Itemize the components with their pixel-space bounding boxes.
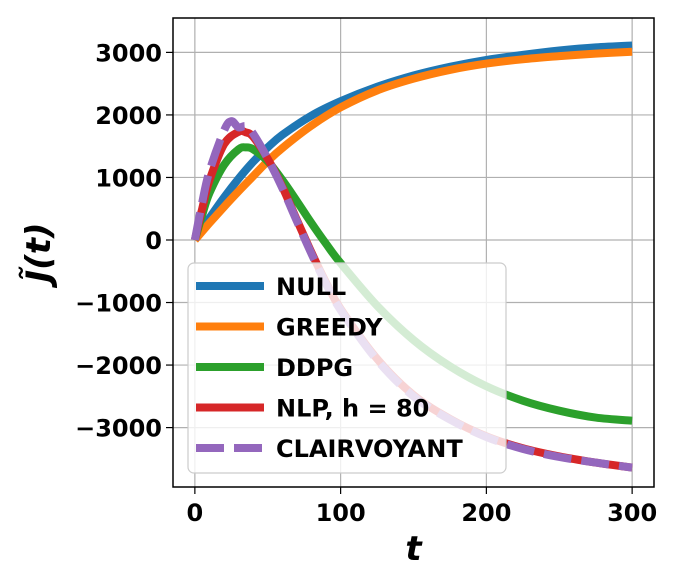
legend-label-null: NULL [276, 273, 346, 301]
legend: NULL GREEDY DDPG NLP, h = 80 CLAIRVOYANT [187, 262, 507, 474]
series-line-ddpg [191, 143, 633, 425]
y-tick-label: −2000 [75, 352, 162, 380]
legend-label-clairvoyant: CLAIRVOYANT [276, 435, 463, 463]
axis-labels: t J̃(t) [19, 223, 424, 569]
x-tick-label: 0 [187, 499, 204, 527]
y-tick-label: −1000 [75, 290, 162, 318]
y-tick-label: 0 [145, 227, 162, 255]
y-tick-label: 3000 [95, 39, 162, 67]
x-tick-label: 300 [607, 499, 657, 527]
legend-box [187, 262, 507, 474]
y-tick-label: −3000 [75, 415, 162, 443]
series-line-greedy [191, 47, 633, 243]
legend-label-nlp-h-80: NLP, h = 80 [276, 395, 429, 423]
x-axis-label: t [405, 529, 423, 569]
ticks: 0 100 200 300 −3000 −2000 −1000 0 1000 2000 3000 [75, 39, 657, 527]
legend-label-ddpg: DDPG [276, 354, 353, 382]
series-line-clairvoyant [190, 117, 633, 472]
y-axis-label: J̃(t) [19, 223, 59, 289]
legend-label-greedy: GREEDY [276, 314, 383, 342]
y-tick-label: 2000 [95, 102, 162, 130]
plot-frame [172, 17, 655, 488]
y-tick-label: 1000 [95, 164, 162, 192]
x-tick-label: 100 [316, 499, 366, 527]
x-tick-label: 200 [461, 499, 511, 527]
series-line-null [191, 41, 633, 243]
series-layer [190, 41, 633, 472]
